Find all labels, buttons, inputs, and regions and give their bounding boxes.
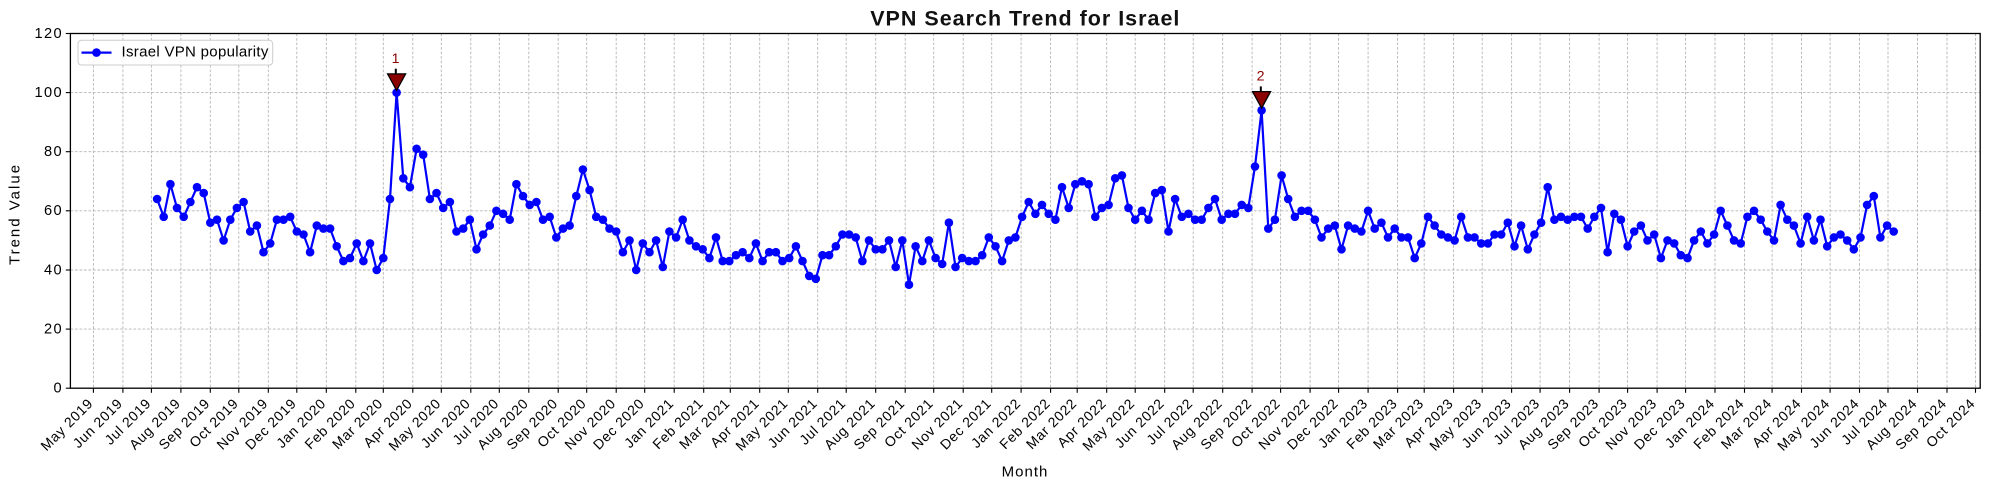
svg-text:Month: Month [1002,464,1049,481]
svg-text:0: 0 [53,381,63,397]
svg-text:120: 120 [34,26,63,42]
svg-text:Israel VPN popularity: Israel VPN popularity [122,43,269,60]
svg-text:VPN Search Trend for Israel: VPN Search Trend for Israel [870,7,1180,31]
svg-text:40: 40 [44,262,63,278]
svg-text:100: 100 [34,85,63,101]
svg-text:2: 2 [1257,69,1265,85]
svg-text:60: 60 [44,203,63,219]
svg-text:20: 20 [44,321,63,337]
svg-text:Trend Value: Trend Value [7,163,24,265]
svg-text:80: 80 [44,144,63,160]
svg-text:1: 1 [392,51,400,67]
